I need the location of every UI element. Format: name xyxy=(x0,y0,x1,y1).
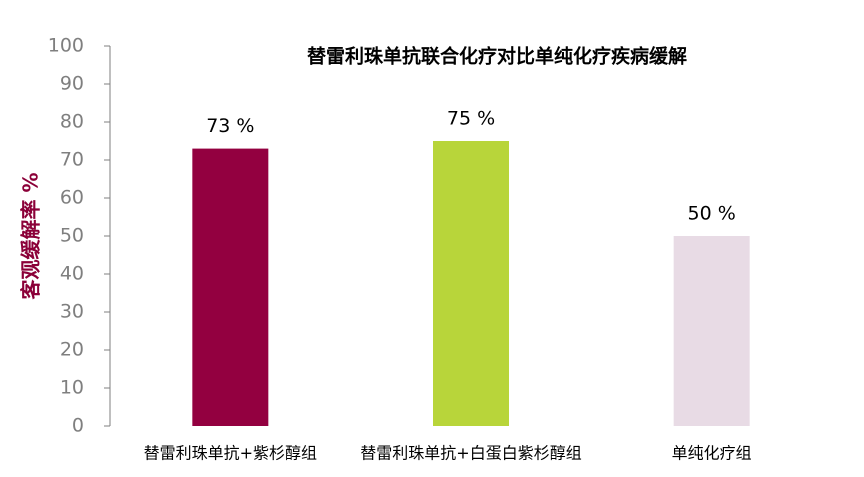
bar xyxy=(673,236,750,426)
y-tick-label: 60 xyxy=(60,187,84,209)
y-tick-label: 0 xyxy=(72,415,84,437)
y-tick-label: 40 xyxy=(60,263,84,285)
value-label: 73 % xyxy=(206,115,254,137)
y-tick-label: 80 xyxy=(60,111,84,133)
x-tick-label: 替雷利珠单抗+白蛋白紫杉醇组 xyxy=(360,444,581,463)
chart-title: 替雷利珠单抗联合化疗对比单纯化疗疾病缓解 xyxy=(307,45,687,68)
y-tick-label: 70 xyxy=(60,149,84,171)
bar xyxy=(192,148,269,426)
y-tick-label: 10 xyxy=(60,377,84,399)
x-tick-label: 单纯化疗组 xyxy=(672,444,752,463)
y-tick-label: 20 xyxy=(60,339,84,361)
y-tick-label: 50 xyxy=(60,225,84,247)
value-label: 50 % xyxy=(688,203,736,225)
y-tick-label: 90 xyxy=(60,73,84,95)
y-tick-label: 30 xyxy=(60,301,84,323)
y-axis-label: 客观缓解率 % xyxy=(19,172,43,300)
value-label: 75 % xyxy=(447,108,495,130)
y-tick-label: 100 xyxy=(48,35,84,57)
x-tick-label: 替雷利珠单抗+紫杉醇组 xyxy=(144,444,317,463)
bar xyxy=(433,141,509,426)
